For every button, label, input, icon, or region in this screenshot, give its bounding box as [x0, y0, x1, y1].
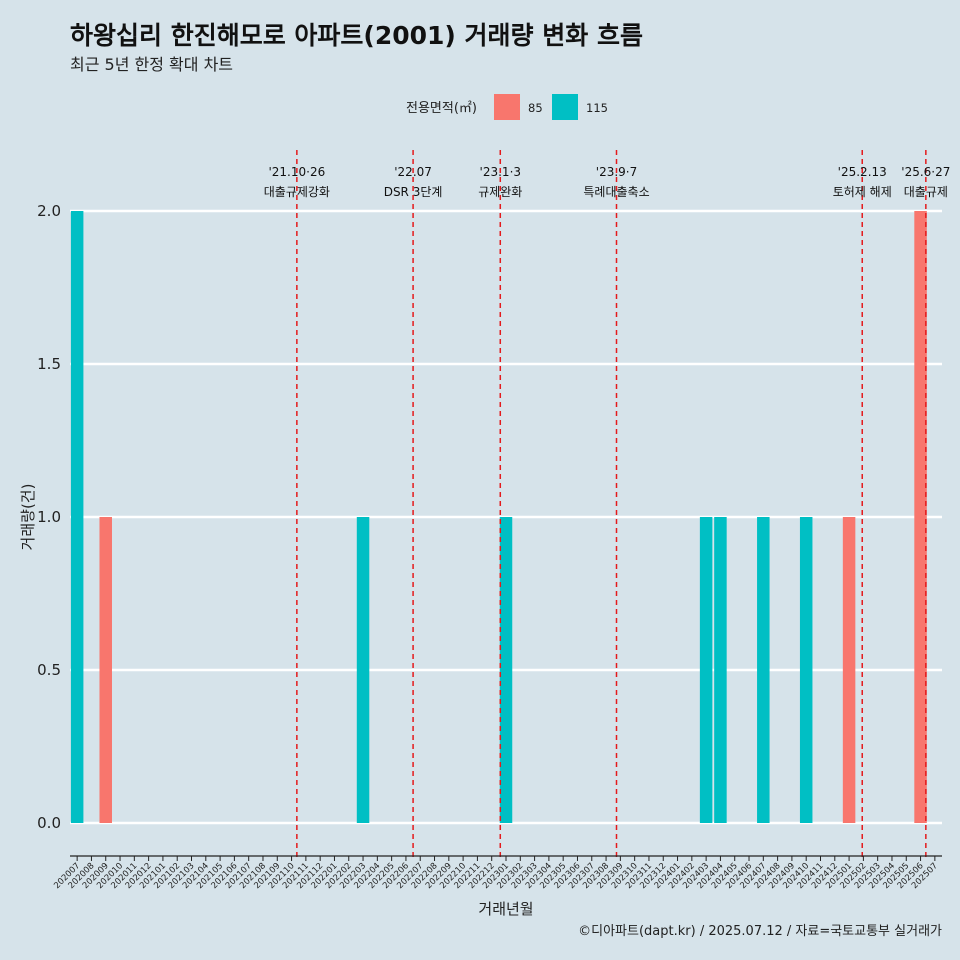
annotation-label: 대출규제강화: [264, 185, 330, 199]
legend-swatch-85: [494, 94, 520, 120]
annotation-label: 토허제 해제: [833, 185, 892, 199]
annotation-date: '23.9·7: [596, 165, 637, 179]
chart-title: 하왕십리 한진해모로 아파트(2001) 거래량 변화 흐름: [70, 21, 643, 50]
chart-subtitle: 최근 5년 한정 확대 차트: [70, 55, 233, 74]
annotation-label: DSR 3단계: [384, 185, 443, 199]
y-axis-label: 거래량(건): [19, 484, 37, 551]
bar: [356, 517, 370, 823]
annotation-date: '21.10·26: [268, 165, 325, 179]
y-tick-label: 1.0: [37, 508, 61, 526]
bar: [799, 517, 813, 823]
annotation-label: 특례대출축소: [583, 185, 649, 199]
bar: [842, 517, 856, 823]
bar: [499, 517, 513, 823]
x-axis-label: 거래년월: [478, 900, 533, 918]
y-tick-label: 2.0: [37, 202, 61, 220]
y-tick-labels: 0.0 0.5 1.0 1.5 2.0: [37, 202, 61, 832]
x-axis: 2020072020082020092020102020112020122021…: [52, 855, 942, 891]
y-tick-label: 0.0: [37, 814, 61, 832]
annotation-date: '25.2.13: [838, 165, 887, 179]
legend-title: 전용면적(㎡): [406, 101, 477, 116]
legend: 전용면적(㎡) 85 115: [406, 94, 608, 120]
y-tick-label: 0.5: [37, 661, 61, 679]
legend-label-85: 85: [528, 101, 543, 115]
bar: [70, 211, 84, 823]
caption: ©디아파트(dapt.kr) / 2025.07.12 / 자료=국토교통부 실…: [578, 924, 942, 939]
bar-series: [70, 211, 927, 823]
annotation-lines: '21.10·26 대출규제강화 '22.07 DSR 3단계 '23.1·3 규제완화 '…: [264, 150, 950, 858]
bar: [714, 517, 727, 823]
annotation-date: '23.1·3: [480, 165, 521, 179]
legend-label-115: 115: [586, 101, 608, 115]
bar: [99, 517, 112, 823]
annotation-date: '22.07: [394, 165, 432, 179]
bar: [757, 517, 770, 823]
annotation-label: 규제완화: [478, 185, 522, 199]
annotation-date: '25.6·27: [901, 165, 950, 179]
bar: [914, 211, 927, 823]
annotation-label: 대출규제: [904, 185, 948, 199]
bar: [699, 517, 713, 823]
y-tick-label: 1.5: [37, 355, 61, 373]
legend-swatch-115: [552, 94, 578, 120]
